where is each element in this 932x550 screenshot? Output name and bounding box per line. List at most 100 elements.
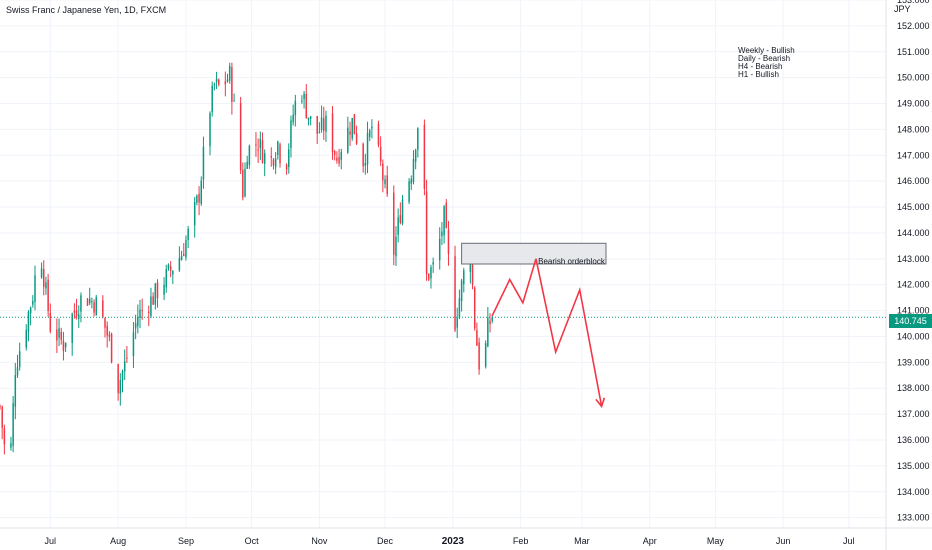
candle-body [34, 275, 36, 302]
candle-body [169, 266, 172, 271]
candle-body [185, 239, 187, 258]
candle-body [377, 123, 380, 146]
candle-body [290, 120, 292, 148]
candle-body [292, 114, 294, 123]
candle-body [277, 141, 279, 156]
y-tick-label: 151.000 [897, 47, 930, 57]
candle-body [371, 126, 373, 129]
candle-body [347, 127, 349, 153]
candle-body [86, 299, 89, 306]
y-tick-label: 142.000 [897, 280, 930, 290]
candle-body [469, 257, 472, 272]
candle-body [454, 256, 456, 331]
x-tick-label: May [707, 536, 725, 546]
candle-body [40, 268, 43, 278]
candle-body [165, 269, 168, 288]
candle-body [331, 113, 334, 153]
candle-body [152, 296, 154, 305]
candle-body [473, 287, 476, 329]
candle-body [137, 317, 139, 327]
candle-body [233, 100, 235, 102]
candle-body [0, 405, 1, 407]
candle-body [16, 367, 19, 376]
y-tick-label: 138.000 [897, 383, 930, 393]
candle-body [463, 270, 465, 285]
candle-body [187, 228, 189, 240]
candle-body [428, 273, 430, 280]
candle-body [384, 179, 386, 185]
candle-body [353, 114, 356, 135]
candle-body [318, 132, 321, 134]
x-tick-label: 2023 [442, 536, 465, 547]
candle-body [106, 325, 108, 336]
candle-body [340, 151, 343, 160]
x-tick-label: Aug [110, 536, 126, 546]
candle-body [213, 84, 216, 86]
candle-body [183, 254, 185, 256]
candle-body [56, 329, 58, 341]
candle-body [29, 307, 32, 314]
candle-body [460, 280, 463, 301]
candle-body [471, 257, 474, 285]
candle-body [257, 149, 259, 151]
candle-body [178, 257, 181, 271]
y-tick-label: 149.000 [897, 99, 930, 109]
candle-body [393, 192, 395, 255]
candle-body [294, 100, 297, 116]
current-price-tag: 140.745 [889, 314, 932, 328]
candle-body [10, 443, 12, 448]
candle-body [386, 175, 388, 195]
currency-label: JPY [894, 4, 911, 14]
candle-body [323, 118, 325, 131]
candle-body [47, 279, 49, 311]
x-tick-label: Sep [178, 536, 194, 546]
y-tick-label: 141.000 [897, 306, 930, 316]
candle-body [123, 361, 126, 372]
candle-body [64, 342, 67, 348]
candle-body [75, 310, 78, 317]
candle-body [198, 193, 200, 203]
candle-body [93, 302, 95, 313]
y-tick-label: 152.000 [897, 21, 930, 31]
candle-body [239, 103, 242, 170]
y-tick-label: 139.000 [897, 357, 930, 367]
candle-body [108, 334, 111, 337]
candle-body [163, 284, 165, 295]
candle-body [288, 149, 290, 168]
candle-body [246, 161, 248, 169]
projection-path [491, 258, 603, 407]
x-tick-label: Oct [245, 536, 260, 546]
candle-body [320, 117, 323, 130]
y-tick-label: 137.000 [897, 409, 930, 419]
y-tick-label: 134.000 [897, 487, 930, 497]
candle-body [379, 146, 382, 162]
candle-body [224, 81, 227, 85]
candle-body [305, 93, 308, 118]
candle-body [351, 118, 353, 139]
candle-body [193, 201, 196, 226]
candle-body [272, 159, 275, 166]
candle-body [104, 317, 106, 328]
candle-body [95, 297, 98, 316]
candle-body [443, 206, 445, 236]
candle-body [91, 301, 93, 303]
y-tick-label: 135.000 [897, 461, 930, 471]
candle-body [325, 115, 327, 132]
candle-body [102, 300, 104, 318]
candle-body [209, 113, 211, 147]
candle-body [309, 116, 312, 119]
candle-body [316, 116, 318, 134]
candle-body [211, 85, 213, 113]
candle-body [43, 269, 45, 287]
candle-body [382, 163, 384, 181]
note-h1: H1 - Bullish [738, 70, 779, 79]
candle-body [364, 163, 367, 166]
candle-body [49, 313, 52, 332]
candle-body [132, 332, 135, 357]
candle-body [263, 153, 266, 164]
candle-body [27, 312, 30, 332]
y-tick-label: 146.000 [897, 176, 930, 186]
candle-body [60, 331, 63, 340]
candle-body [88, 298, 91, 304]
candle-body [14, 375, 17, 407]
